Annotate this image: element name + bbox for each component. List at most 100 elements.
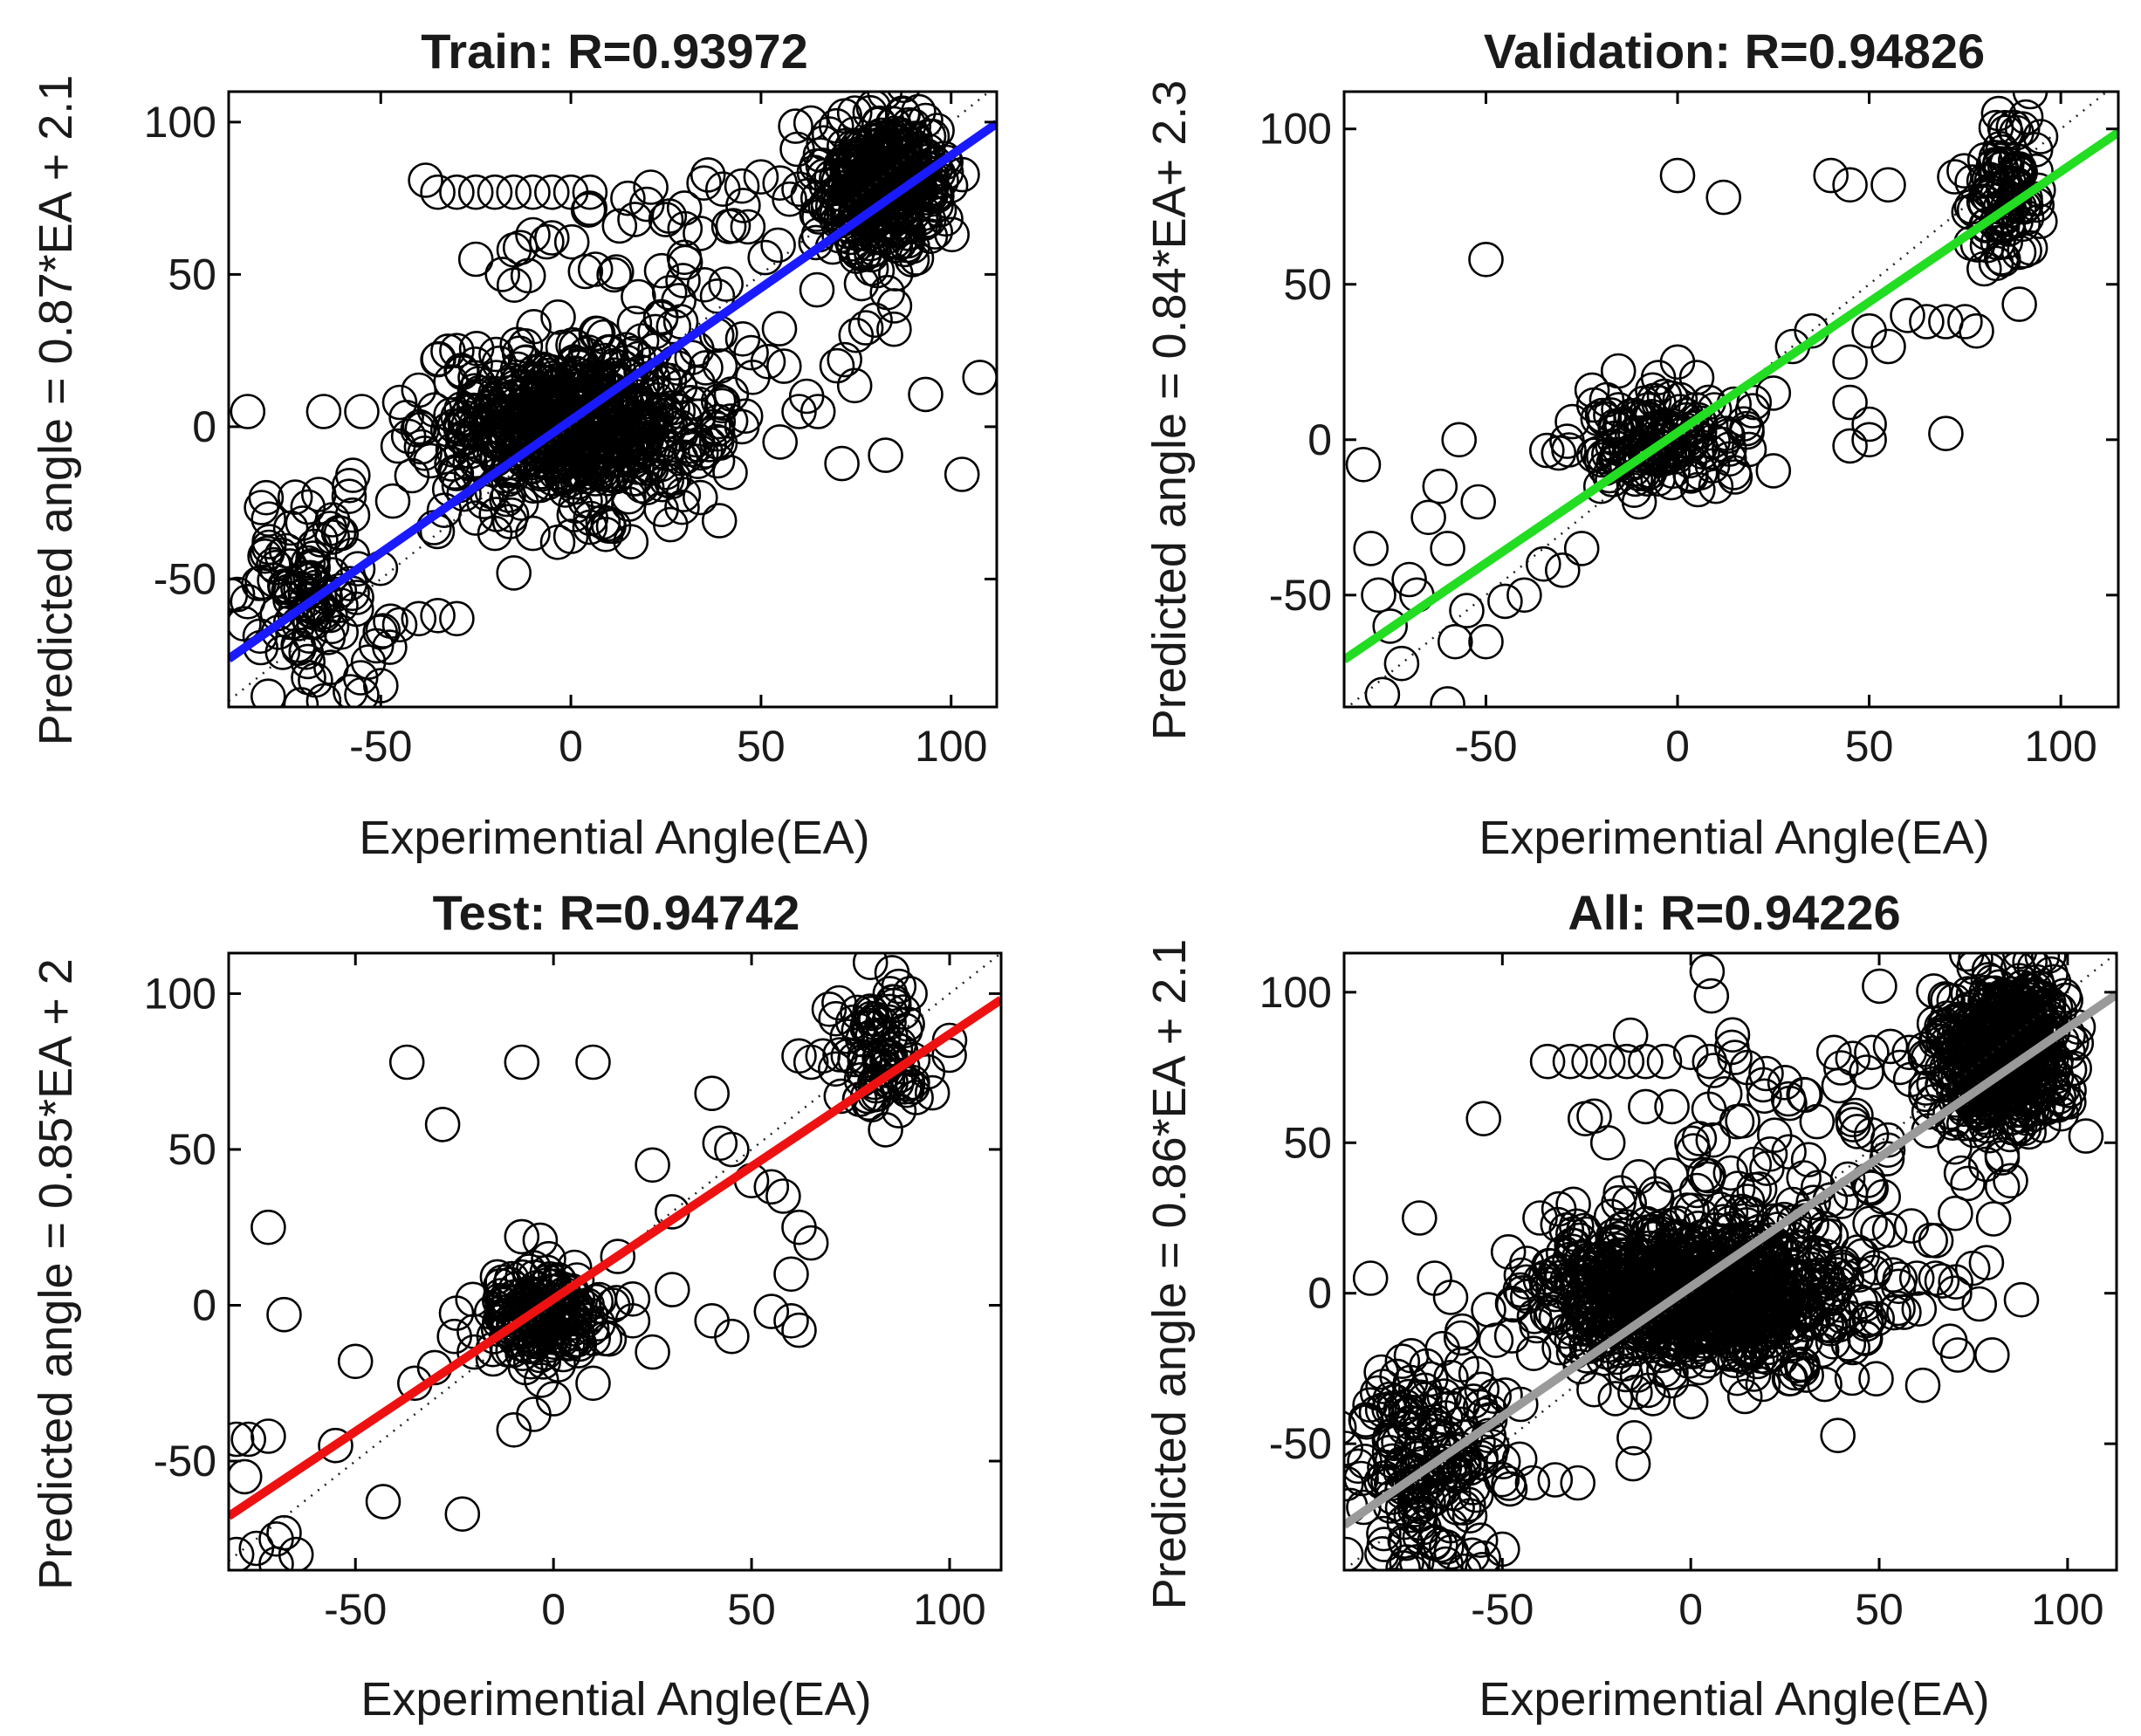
train-data-point <box>686 165 722 201</box>
all-data-point <box>1859 1300 1895 1337</box>
train-data-point <box>503 485 539 521</box>
validation-data-point <box>1937 159 1973 195</box>
test-data-point <box>516 1250 552 1286</box>
all-data-point <box>1932 1323 1968 1359</box>
test-data-point <box>875 984 912 1020</box>
all-data-point <box>1522 1262 1559 1299</box>
test-data-points <box>229 953 968 1570</box>
train-data-point <box>762 424 799 460</box>
all-data-point <box>1753 1258 1789 1294</box>
all-data-point <box>1695 1122 1732 1158</box>
train-data-point <box>566 435 602 470</box>
train-ytick-label: -50 <box>154 554 216 603</box>
validation-data-point <box>1526 546 1561 582</box>
validation-data-point <box>1755 375 1792 411</box>
validation-data-point <box>1589 381 1625 418</box>
validation-data-point <box>1601 392 1637 428</box>
validation-xtick-label: 100 <box>2024 722 2096 771</box>
all-data-point <box>1912 1222 1948 1259</box>
test-xtick-label: 100 <box>913 1585 985 1634</box>
test-data-point <box>555 1322 592 1359</box>
train-data-point <box>570 192 607 228</box>
validation-data-point <box>1959 312 1994 349</box>
all-data-point <box>1647 1331 1684 1367</box>
test-data-point <box>773 1303 809 1339</box>
train-data-point <box>836 367 873 404</box>
all-data-point <box>2031 953 2067 974</box>
train-data-point <box>404 410 441 447</box>
all-data-point <box>1495 1287 1532 1323</box>
train-data-point <box>572 509 608 546</box>
all-data-point <box>1492 1471 1528 1507</box>
train-data-point <box>267 569 304 606</box>
test-data-point <box>566 1288 602 1325</box>
train-data-point <box>857 219 893 255</box>
train-data-point <box>338 591 374 628</box>
train-data-point <box>665 263 701 298</box>
test-data-point <box>504 1044 540 1081</box>
train-data-point <box>403 429 440 465</box>
test-data-point <box>575 1365 611 1402</box>
test-data-point <box>525 1344 562 1380</box>
all-data-point <box>1522 1200 1558 1236</box>
validation-data-point <box>1813 157 1849 194</box>
all-data-point <box>1956 1112 1992 1149</box>
train-data-point <box>666 190 703 226</box>
all-data-point <box>1773 1361 1808 1396</box>
test-data-point <box>456 1334 492 1370</box>
all-data-point <box>1589 1043 1626 1080</box>
all-data-point <box>1352 1260 1389 1296</box>
validation-data-point <box>1636 382 1672 419</box>
train-data-point <box>838 317 875 353</box>
all-data-point <box>1612 1017 1649 1053</box>
train-data-point <box>884 120 920 155</box>
all-data-point <box>1515 1335 1552 1371</box>
all-data-point <box>1565 1311 1602 1347</box>
validation-data-point <box>1468 241 1504 278</box>
all-data-point <box>1807 1366 1842 1403</box>
test-data-point <box>594 1287 631 1323</box>
validation-data-point <box>1705 179 1741 216</box>
all-data-point <box>1820 1417 1856 1453</box>
all-data-point <box>1464 1371 1500 1408</box>
all-data-point <box>1719 1103 1755 1140</box>
train-data-point <box>704 171 741 207</box>
all-data-point <box>1633 1328 1669 1363</box>
train-data-point <box>917 214 953 250</box>
train-fit-line <box>229 120 997 662</box>
train-data-point <box>655 308 692 345</box>
train-data-point <box>914 118 950 154</box>
train-xlabel: Experimential Angle(EA) <box>359 812 869 864</box>
train-data-point <box>291 618 327 655</box>
train-data-point <box>250 529 287 566</box>
all-data-point <box>1365 1369 1401 1404</box>
train-data-point <box>601 208 638 244</box>
all-data-point <box>1971 1011 2007 1046</box>
train-data-point <box>457 500 494 536</box>
all-data-point <box>1529 1296 1566 1332</box>
validation-data-point <box>1717 459 1753 495</box>
train-data-point <box>578 315 614 352</box>
all-data-point <box>1794 1305 1829 1341</box>
train-data-point <box>250 678 286 707</box>
train-data-point <box>855 230 892 267</box>
validation-data-point <box>1460 484 1496 520</box>
train-data-point <box>331 478 367 515</box>
train-data-point <box>724 168 760 204</box>
validation-data-points <box>1345 92 2059 707</box>
train-data-point <box>944 456 980 492</box>
train-data-point <box>457 241 494 278</box>
validation-data-point <box>1870 328 1906 365</box>
all-data-point <box>1637 1176 1674 1212</box>
train-data-point <box>799 271 835 308</box>
train-data-point <box>665 477 702 513</box>
validation-data-point <box>1736 384 1773 421</box>
validation-xlabel: Experimential Angle(EA) <box>1479 812 1989 864</box>
test-data-point <box>694 1303 731 1339</box>
all-data-point <box>1853 1170 1889 1206</box>
train-data-point <box>407 435 443 471</box>
train-data-point <box>596 257 632 293</box>
all-data-point <box>1984 1140 2021 1176</box>
all-data-point <box>1465 1101 1501 1136</box>
train-data-point <box>248 479 285 516</box>
